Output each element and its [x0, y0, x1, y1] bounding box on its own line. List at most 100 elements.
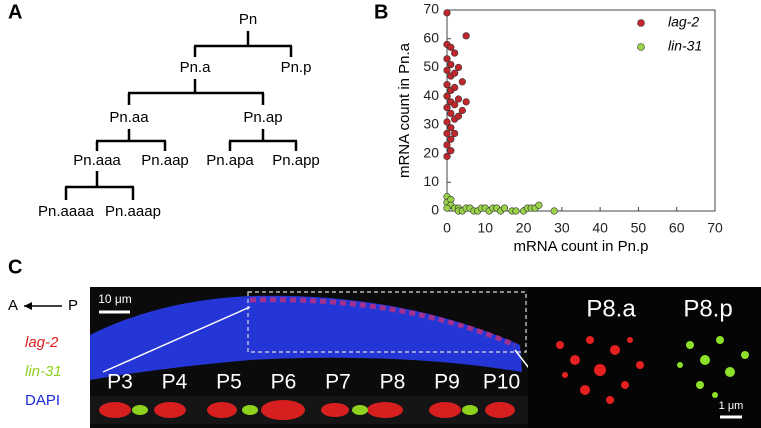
node: Pn.aa — [109, 109, 149, 126]
point — [443, 81, 451, 89]
point — [443, 118, 451, 126]
point — [447, 43, 455, 51]
scale-label: 10 μm — [98, 292, 132, 306]
zoom-box — [247, 291, 527, 353]
y-axis-label: mRNA count in Pn.a — [396, 42, 413, 178]
scatter-chart: 0 10 20 30 40 50 60 70 0 10 20 30 40 50 60 70 mRNA count… — [396, 1, 723, 255]
legend-marker — [637, 19, 645, 27]
point — [447, 135, 455, 143]
cell-label: P6 — [271, 371, 297, 394]
micrograph: 10 μm P8.a P8.p 1 μm — [90, 287, 761, 428]
node: Pn.ap — [243, 109, 282, 126]
point — [462, 98, 470, 106]
point — [535, 201, 543, 209]
point — [447, 147, 455, 155]
point — [550, 207, 558, 215]
point — [447, 124, 455, 132]
image-legend-label: DAPI — [25, 392, 60, 409]
y-tick-label: 50 — [423, 58, 439, 74]
panel-label: B — [374, 1, 388, 23]
point — [451, 69, 459, 77]
node: Pn.p — [281, 59, 312, 76]
inset-green — [677, 336, 749, 398]
x-tick-label: 60 — [669, 220, 685, 236]
point — [451, 49, 459, 57]
point — [443, 104, 451, 112]
axis-anterior: A — [8, 297, 18, 314]
x-tick-label: 20 — [516, 220, 532, 236]
point — [454, 95, 463, 103]
strip-signal-green — [132, 405, 478, 415]
x-tick-label: 50 — [631, 220, 647, 236]
lineage-tree: Pn Pn.a Pn.p Pn.aa Pn.ap Pn.aaa Pn.aap P… — [38, 11, 320, 220]
point — [443, 55, 451, 63]
point — [462, 32, 470, 40]
point — [500, 204, 509, 212]
cell-label: P10 — [483, 371, 520, 394]
inset-label: P8.a — [586, 295, 636, 322]
x-tick-label: 70 — [707, 220, 723, 236]
point — [447, 60, 455, 69]
node: Pn.aaaa — [38, 203, 95, 220]
point — [451, 101, 459, 109]
y-tick-label: 10 — [423, 173, 439, 189]
x-tick-label: 0 — [443, 220, 451, 236]
point — [443, 141, 451, 149]
strip-signal — [99, 400, 515, 420]
y-tick-label: 40 — [423, 87, 439, 103]
point — [443, 129, 451, 138]
inset-label: P8.p — [683, 295, 732, 322]
legend-marker — [637, 43, 645, 51]
arrow-head — [24, 302, 32, 310]
cell-label: P4 — [162, 371, 188, 394]
node: Pn.apa — [206, 152, 254, 169]
cell-label: P7 — [325, 371, 351, 394]
point — [454, 112, 463, 120]
node: Pn.app — [272, 152, 320, 169]
worm — [90, 295, 522, 380]
cell-label: P3 — [107, 371, 133, 394]
zoom-line — [102, 306, 251, 373]
cell-label: P8 — [380, 371, 406, 394]
y-tick-label: 20 — [423, 144, 439, 160]
point — [451, 83, 459, 92]
node: Pn.aaap — [105, 203, 161, 220]
point — [443, 92, 451, 100]
image-legend: lag-2 lin-31 DAPI — [25, 334, 62, 409]
axis-posterior: P — [68, 297, 78, 314]
x-axis-label: mRNA count in Pn.p — [513, 238, 648, 255]
cell-label: P9 — [434, 371, 460, 394]
vpc-row — [249, 297, 516, 348]
node: Pn.aaa — [73, 152, 121, 169]
cell-label: P5 — [216, 371, 242, 394]
node: Pn.aap — [141, 152, 189, 169]
inset-red — [556, 336, 644, 404]
x-tick-label: 40 — [592, 220, 608, 236]
y-tick-label: 60 — [423, 29, 439, 45]
image-legend-label: lag-2 — [25, 334, 59, 351]
legend-label: lag-2 — [668, 14, 699, 30]
legend-label: lin-31 — [668, 38, 702, 54]
panel-label: C — [8, 256, 22, 278]
scale-label: 1 μm — [719, 400, 744, 412]
x-tick-label: 30 — [554, 220, 570, 236]
y-tick-label: 70 — [423, 1, 439, 17]
point — [458, 106, 466, 115]
inset — [528, 287, 761, 428]
point — [443, 9, 451, 17]
point — [451, 129, 459, 138]
image-legend-label: lin-31 — [25, 363, 62, 380]
y-tick-label: 30 — [423, 116, 439, 132]
node: Pn.a — [180, 59, 212, 76]
point — [454, 63, 463, 72]
x-tick-label: 10 — [477, 220, 493, 236]
y-tick-label: 0 — [431, 202, 439, 218]
point — [447, 109, 455, 117]
point — [443, 66, 451, 74]
point — [443, 152, 451, 161]
point — [512, 207, 520, 215]
cell-labels: P3 P4 P5 P6 P7 P8 P9 P10 — [107, 371, 520, 394]
point — [458, 78, 466, 86]
point — [443, 204, 451, 212]
